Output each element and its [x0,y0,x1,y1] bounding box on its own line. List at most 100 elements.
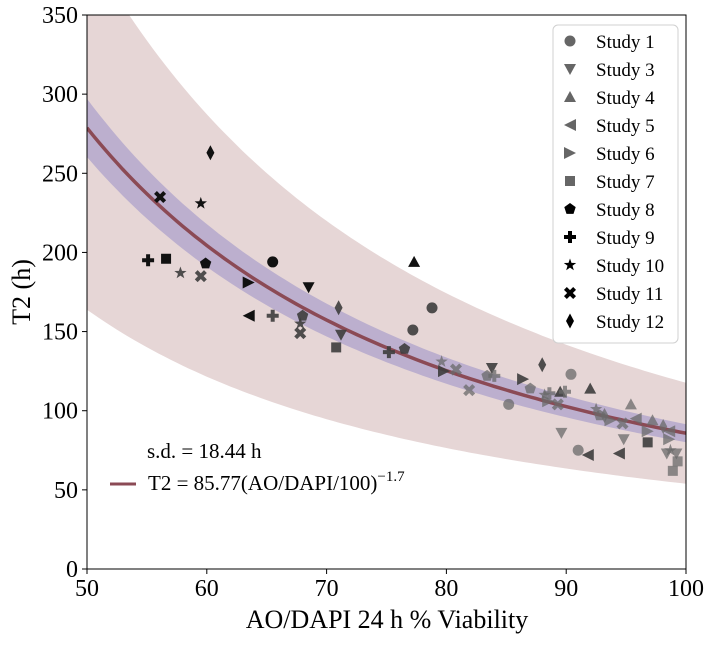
legend-marker-study-4 [564,91,576,102]
study-6-point [438,365,450,378]
confidence-bands [87,15,686,484]
study-6-point [663,433,676,446]
study-7-point [161,253,172,264]
study-10-point [194,196,207,209]
study-6-point [242,276,255,289]
study-11-point-shape [463,384,476,397]
study-4-point [408,255,421,267]
legend-marker-study-5 [564,119,576,131]
study-12-point [334,300,343,316]
study-10-point [590,402,603,415]
study-1-point [267,256,279,268]
study-12-point [206,145,215,161]
x-tick-label: 90 [554,576,578,602]
study-11-point-shape [449,363,462,376]
study-9-point [142,254,155,267]
y-tick-label: 250 [42,161,78,187]
prediction-band [87,15,686,484]
fit-annotation: s.d. = 18.44 h T2 = 85.77(AO/DAPI/100)−1… [110,439,405,495]
study-8-point [524,382,536,394]
study-11-point [154,191,167,204]
study-10-point [174,266,187,279]
study-3-point [335,329,347,341]
study-8-point [296,309,309,321]
study-3-point [485,363,498,374]
study-9-point [559,385,571,398]
y-tick-label: 100 [42,399,78,425]
legend-label-study-12: Study 12 [596,312,664,333]
study-11-point [449,363,462,376]
study-10-point [538,388,551,401]
sd-annotation: s.d. = 18.44 h [147,439,262,463]
legend: Study 1 Study 3 Study 4 Study 5 Study 6 Study… [552,24,679,344]
study-1-point [572,444,584,456]
legend-label-study-1: Study 1 [596,32,655,53]
study-9-point [488,369,501,382]
study-11-point [616,417,629,430]
y-tick-label: 200 [42,240,78,266]
legend-marker-study-1 [564,35,576,47]
study-3-point [302,282,315,294]
study-11-point-shape [551,398,564,411]
study-11-point-shape [154,191,167,204]
study-1-point [407,324,419,336]
study-10-point [294,317,307,329]
study-5-point [612,447,625,460]
study-11-point [551,398,564,411]
study-11-point [194,270,207,283]
study-11-point-shape [194,270,207,283]
legend-label-study-7: Study 7 [596,172,655,193]
study-7-point [667,465,678,476]
legend-label-study-5: Study 5 [596,116,655,137]
study-12-point [538,357,547,373]
study-10-point [664,443,677,456]
study-9-point [266,309,279,322]
study-5-point [581,449,594,461]
x-tick-label: 100 [668,576,704,602]
study-1-point [503,398,515,410]
y-axis: 0 50 100 150 200 250 300 350 [42,3,87,583]
study-4-point [646,414,659,426]
legend-label-study-8: Study 8 [596,200,655,221]
study-12-point [600,408,609,423]
study-8-point [398,343,411,354]
study-7-point [331,342,342,353]
legend-marker-study-8 [564,203,576,214]
study-6-point [641,425,654,438]
study-6-point [517,373,530,386]
fit-curve-group [87,126,686,435]
legend-label-study-3: Study 3 [596,60,655,81]
x-tick-label: 60 [195,576,219,602]
study-11-point-shape [616,417,629,430]
study-1-point [565,368,577,380]
study-11-point [294,327,307,340]
fit-equation-exponent: −1.7 [377,469,405,485]
x-axis: 50 60 70 80 90 100 [75,569,704,602]
study-8-point [199,257,212,269]
legend-label-study-10: Study 10 [596,256,664,277]
study-11-point-shape [294,327,307,340]
x-tick-label: 80 [434,576,458,602]
fit-equation-base: T2 = 85.77(AO/DAPI/100) [148,471,377,495]
legend-marker-study-11 [563,286,577,300]
y-tick-label: 350 [42,3,78,29]
study-7-point [642,437,653,448]
legend-marker-study-10 [563,258,577,271]
study-3-point [617,434,630,446]
study-6-point [542,395,555,408]
y-tick-label: 0 [66,557,78,583]
y-tick-label: 50 [54,478,78,504]
legend-box [552,24,679,344]
y-tick-label: 300 [42,82,78,108]
legend-label-study-6: Study 6 [596,144,655,165]
y-axis-label: T2 (h) [7,259,36,325]
legend-marker-study-7 [565,176,575,186]
y-tick-label: 150 [42,320,78,346]
study-5-point [242,309,255,322]
study-5-point [663,425,676,438]
fit-curve [87,126,686,435]
study-9-point [382,346,395,359]
study-1-point [426,302,438,314]
